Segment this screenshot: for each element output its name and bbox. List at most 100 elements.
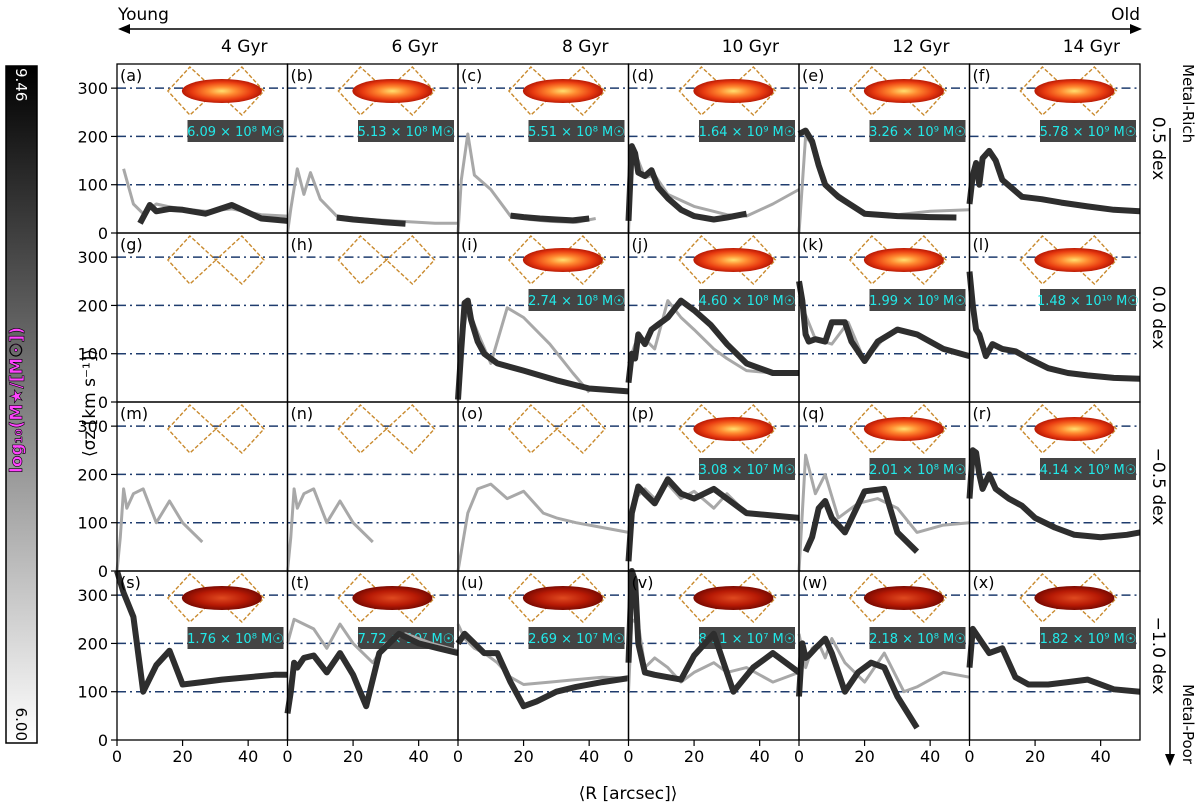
mass-label: 1.99 × 10⁹ M☉ xyxy=(869,294,966,309)
mass-badge xyxy=(528,289,625,311)
footprint-diamond xyxy=(678,235,777,285)
panel-d: 1.64 × 10⁹ M☉ (d) xyxy=(625,63,800,234)
footprint-diamond xyxy=(848,404,947,454)
galaxy-map xyxy=(522,248,603,272)
panel-l: 1.48 × 10¹⁰ M☉ (l) xyxy=(966,232,1141,403)
column-header-5: 14 Gyr xyxy=(1063,37,1120,57)
panel-q: 2.01 × 10⁸ M☉ (q) xyxy=(797,401,971,572)
panel-label: (p) xyxy=(632,404,655,423)
galaxy-map xyxy=(863,417,944,441)
galaxy-map xyxy=(693,586,774,610)
sigma-profile-dark xyxy=(455,297,629,400)
mass-badge xyxy=(528,120,625,142)
x-tick-label: 0 xyxy=(453,747,463,766)
x-tick-label: 20 xyxy=(513,747,533,766)
galaxy-map xyxy=(693,417,774,441)
footprint-diamond xyxy=(507,573,606,623)
footprint-diamond xyxy=(507,66,606,116)
sigma-profile-dark xyxy=(455,630,629,710)
age-young-label: Young xyxy=(117,5,169,25)
sigma-profile-dark xyxy=(797,127,957,221)
footprint-diamond xyxy=(166,235,265,285)
mass-badge xyxy=(699,458,795,480)
y-tick-label: 300 xyxy=(77,79,108,98)
x-tick-label: 0 xyxy=(282,747,292,766)
row-label-0: 0.5 dex xyxy=(1148,117,1168,180)
mass-badge xyxy=(1040,120,1136,142)
panel-m: (m) 0 100 200 300 xyxy=(77,401,289,581)
sigma-profile-dark xyxy=(966,147,1141,215)
panel-label: (h) xyxy=(291,235,314,254)
row-label-2: −0.5 dex xyxy=(1148,448,1168,526)
column-header-0: 4 Gyr xyxy=(221,37,267,57)
panel-o: (o) xyxy=(456,401,630,572)
sigma-profile-light xyxy=(286,167,458,234)
footprint-diamond xyxy=(848,573,947,623)
y-tick-label: 100 xyxy=(77,683,108,702)
panel-label: (q) xyxy=(802,404,825,423)
footprint-diamond xyxy=(507,235,606,285)
panel-u: 2.69 × 10⁷ M☉ (u) 0 20 40 xyxy=(453,570,630,766)
sigma-profile-dark xyxy=(625,143,748,223)
galaxy-map xyxy=(1034,417,1115,441)
panel-label: (f) xyxy=(973,66,991,85)
mass-label: 2.01 × 10⁸ M☉ xyxy=(869,463,966,478)
metallicity-axis: Metal-Rich Metal-Poor xyxy=(1165,64,1197,766)
x-tick-label: 40 xyxy=(920,747,940,766)
mass-label: 1.82 × 10⁹ M☉ xyxy=(1040,632,1137,647)
sigma-profile-dark xyxy=(625,476,800,562)
footprint-diamond xyxy=(848,66,947,116)
sigma-profile-dark xyxy=(796,280,971,364)
panel-label: (v) xyxy=(632,573,654,592)
panel-v: 8.11 × 10⁷ M☉ (v) 0 20 40 xyxy=(623,568,801,766)
mass-label: 4.60 × 10⁸ M☉ xyxy=(699,294,796,309)
galaxy-map xyxy=(181,79,262,103)
y-tick-label: 200 xyxy=(77,127,108,146)
row-label-3: −1.0 dex xyxy=(1148,617,1168,695)
metallicity-arrow-head xyxy=(1165,754,1175,766)
y-tick-label: 0 xyxy=(98,562,108,581)
galaxy-map xyxy=(863,586,944,610)
panel-n: (n) xyxy=(286,401,459,572)
mass-label: 6.09 × 10⁸ M☉ xyxy=(187,125,284,140)
mass-badge xyxy=(1040,627,1136,649)
mass-label: 1.76 × 10⁸ M☉ xyxy=(187,632,284,647)
x-tick-label: 20 xyxy=(343,747,363,766)
x-axis-label: ⟨R [arcsec]⟩ xyxy=(579,784,678,804)
mass-badge xyxy=(699,289,795,311)
footprint-diamond xyxy=(507,404,606,454)
y-tick-label: 0 xyxy=(98,731,108,750)
mass-label: 4.14 × 10⁹ M☉ xyxy=(1040,463,1137,478)
sigma-profile-dark xyxy=(966,271,1141,382)
x-tick-label: 0 xyxy=(112,747,122,766)
panel-label: (d) xyxy=(632,66,655,85)
panel-label: (n) xyxy=(291,404,314,423)
y-tick-label: 0 xyxy=(98,224,108,243)
mass-label: 2.74 × 10⁸ M☉ xyxy=(528,294,625,309)
panel-label: (g) xyxy=(120,235,143,254)
y-tick-label: 100 xyxy=(77,514,108,533)
y-tick-label: 200 xyxy=(77,296,108,315)
mass-badge xyxy=(1040,458,1136,480)
panel-label: (b) xyxy=(291,66,314,85)
sigma-profile-light xyxy=(286,487,374,572)
mass-label: 1.48 × 10¹⁰ M☉ xyxy=(1037,294,1139,309)
sigma-profile-dark xyxy=(802,485,920,554)
footprint-diamond xyxy=(678,404,777,454)
y-tick-label: 300 xyxy=(77,417,108,436)
panel-i: 2.74 × 10⁸ M☉ (i) xyxy=(455,232,630,403)
galaxy-map xyxy=(863,79,944,103)
panel-frame xyxy=(968,570,1141,741)
mass-label: 3.08 × 10⁷ M☉ xyxy=(699,463,796,478)
galaxy-map xyxy=(352,79,433,103)
footprint-diamond xyxy=(1019,404,1118,454)
y-tick-label: 200 xyxy=(77,634,108,653)
footprint-diamond xyxy=(678,573,777,623)
panel-label: (w) xyxy=(802,573,828,592)
colorbar-min-label: 6.00 xyxy=(12,708,30,741)
sigma-profile-light xyxy=(456,482,629,572)
mass-label: 5.13 × 10⁸ M☉ xyxy=(358,125,455,140)
colorbar: 9.46 6.00 log₁₀(M★/[M☉]) xyxy=(5,65,38,744)
panel-grid: 4 Gyr 6 Gyr 8 Gyr 10 Gyr 12 Gyr 14 Gyr 0.5 dex… xyxy=(77,37,1168,766)
metal-rich-label: Metal-Rich xyxy=(1179,64,1197,143)
